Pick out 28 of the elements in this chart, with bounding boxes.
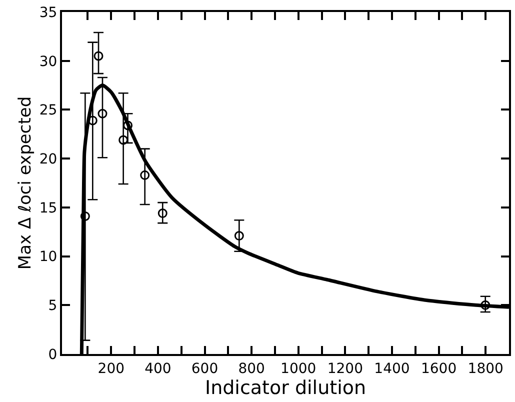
y-tick-label: 30 bbox=[39, 54, 58, 70]
y-axis-title: Max Δ ℓoci expected bbox=[15, 96, 36, 270]
x-tick-label: 1000 bbox=[280, 360, 316, 377]
y-tick-label: 35 bbox=[39, 4, 58, 21]
x-tick-label: 800 bbox=[238, 360, 265, 377]
y-tick-label: 25 bbox=[39, 102, 58, 119]
x-tick-label: 400 bbox=[144, 360, 172, 377]
point bbox=[480, 300, 490, 310]
point bbox=[94, 51, 104, 61]
y-tick-label: 0 bbox=[48, 346, 58, 363]
x-tick-label: 1800 bbox=[468, 360, 504, 377]
point bbox=[158, 208, 168, 218]
y-tick-label: 15 bbox=[39, 200, 58, 216]
point bbox=[98, 108, 108, 118]
point bbox=[80, 211, 90, 221]
x-tick-label: 1200 bbox=[327, 360, 363, 377]
y-tick-label: 20 bbox=[39, 151, 58, 168]
point bbox=[118, 135, 128, 145]
x-tick-label: 200 bbox=[98, 360, 125, 377]
x-tick-label: 600 bbox=[191, 360, 218, 377]
x-tick-label: 1600 bbox=[420, 360, 457, 377]
x-tick-label: 1400 bbox=[374, 360, 410, 377]
point bbox=[123, 120, 133, 130]
point bbox=[140, 170, 150, 180]
y-tick-label: 5 bbox=[48, 298, 58, 314]
y-tick-label: 10 bbox=[39, 249, 58, 266]
point bbox=[234, 231, 244, 241]
x-axis-title: Indicator dilution bbox=[204, 376, 366, 399]
